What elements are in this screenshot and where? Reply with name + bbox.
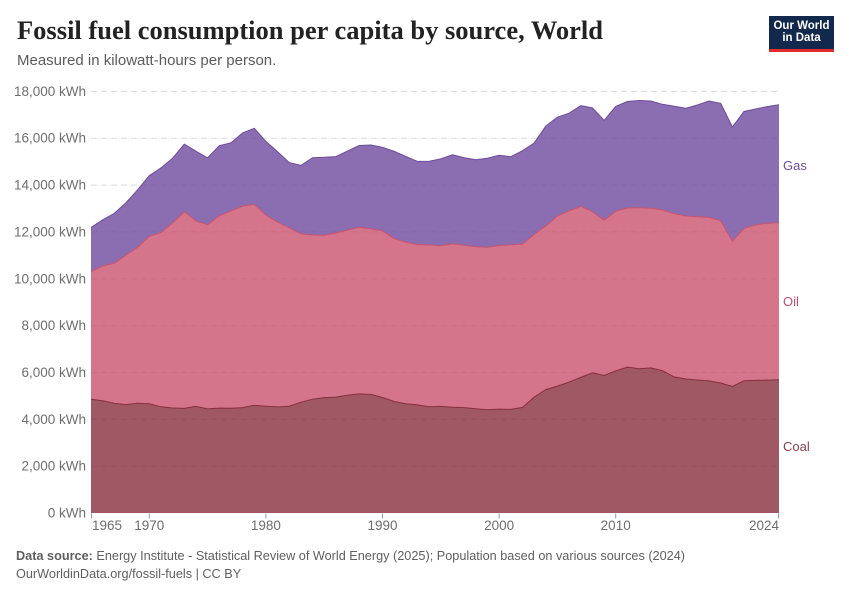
svg-text:12,000 kWh: 12,000 kWh [14, 224, 86, 239]
svg-text:Gas: Gas [783, 158, 807, 173]
svg-text:1990: 1990 [367, 518, 397, 533]
svg-text:Oil: Oil [783, 294, 799, 309]
svg-text:2,000 kWh: 2,000 kWh [21, 459, 86, 474]
svg-text:2024: 2024 [749, 518, 780, 533]
svg-text:16,000 kWh: 16,000 kWh [14, 131, 86, 146]
svg-text:1980: 1980 [251, 518, 281, 533]
svg-text:0 kWh: 0 kWh [48, 506, 86, 521]
svg-text:2000: 2000 [484, 518, 514, 533]
svg-text:6,000 kWh: 6,000 kWh [21, 365, 86, 380]
svg-text:2010: 2010 [601, 518, 631, 533]
svg-text:18,000 kWh: 18,000 kWh [14, 84, 86, 99]
svg-text:Coal: Coal [783, 439, 810, 454]
svg-text:1965: 1965 [92, 518, 122, 533]
svg-text:1970: 1970 [134, 518, 164, 533]
svg-text:10,000 kWh: 10,000 kWh [14, 271, 86, 286]
svg-text:14,000 kWh: 14,000 kWh [14, 178, 86, 193]
svg-text:8,000 kWh: 8,000 kWh [21, 318, 86, 333]
svg-text:4,000 kWh: 4,000 kWh [21, 412, 86, 427]
